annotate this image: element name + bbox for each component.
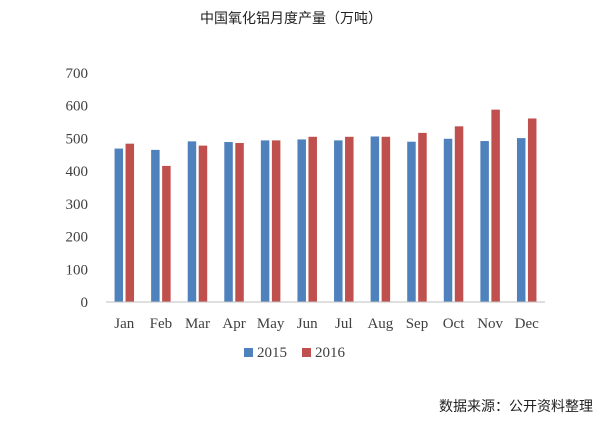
x-tick-label: Jul <box>335 316 353 332</box>
bar-2016-Apr <box>235 143 244 302</box>
bar-2016-Feb <box>162 165 171 302</box>
chart-title: 中国氧化铝月度产量（万吨） <box>200 11 382 27</box>
y-tick-label: 400 <box>66 164 89 180</box>
bar-2015-Nov <box>480 141 489 302</box>
bar-2015-Sep <box>407 141 416 302</box>
bar-2016-Mar <box>198 145 208 302</box>
y-axis: 0 100 200 300 400 500 600 700 <box>66 66 89 311</box>
y-tick-label: 600 <box>66 99 89 115</box>
x-tick-label: Nov <box>477 316 503 332</box>
bar-2015-Jun <box>297 139 306 302</box>
legend-swatch-2015 <box>244 348 253 357</box>
y-tick-label: 100 <box>66 262 89 278</box>
x-tick-label: Mar <box>185 316 210 332</box>
bar-2015-Dec <box>516 138 526 302</box>
bar-2016-Oct <box>454 126 464 303</box>
legend-swatch-2016 <box>302 348 311 357</box>
y-tick-label: 700 <box>66 66 89 82</box>
bar-2015-Jul <box>334 140 343 302</box>
bar-2015-Oct <box>443 138 453 302</box>
bar-2015-May <box>260 140 270 302</box>
bar-2016-May <box>271 140 281 302</box>
x-tick-label: Sep <box>406 316 429 332</box>
bar-2016-Dec <box>527 118 537 302</box>
x-tick-label: Apr <box>222 316 245 332</box>
legend: 2015 2016 <box>244 345 346 361</box>
bar-2015-Apr <box>224 142 233 302</box>
x-axis: Jan Feb Mar Apr May Jun Jul Aug Sep Oct Nov Dec <box>114 316 539 332</box>
bar-2016-Nov <box>491 109 500 302</box>
y-tick-label: 300 <box>66 197 89 213</box>
y-tick-label: 0 <box>81 295 89 311</box>
x-tick-label: May <box>257 316 285 332</box>
x-tick-label: Feb <box>150 316 173 332</box>
bar-2016-Jul <box>345 136 354 302</box>
bar-2016-Aug <box>381 136 391 302</box>
bar-2015-Feb <box>151 149 160 302</box>
x-tick-label: Dec <box>515 316 539 332</box>
x-tick-label: Jun <box>297 316 318 332</box>
bar-2015-Aug <box>370 136 380 302</box>
legend-label-2015: 2015 <box>257 345 287 361</box>
bar-2016-Jun <box>308 136 317 302</box>
x-tick-label: Oct <box>443 316 465 332</box>
legend-label-2016: 2016 <box>315 345 346 361</box>
bar-2016-Jan <box>125 143 135 302</box>
source-note: 数据来源：公开资料整理 <box>439 399 593 415</box>
bar-2015-Jan <box>114 148 124 302</box>
y-tick-label: 500 <box>66 131 89 147</box>
x-tick-label: Aug <box>367 316 393 332</box>
y-tick-label: 200 <box>66 230 89 246</box>
bars-group <box>114 109 537 303</box>
bar-2015-Mar <box>187 141 197 302</box>
x-tick-label: Jan <box>114 316 134 332</box>
bar-2016-Sep <box>418 132 427 302</box>
